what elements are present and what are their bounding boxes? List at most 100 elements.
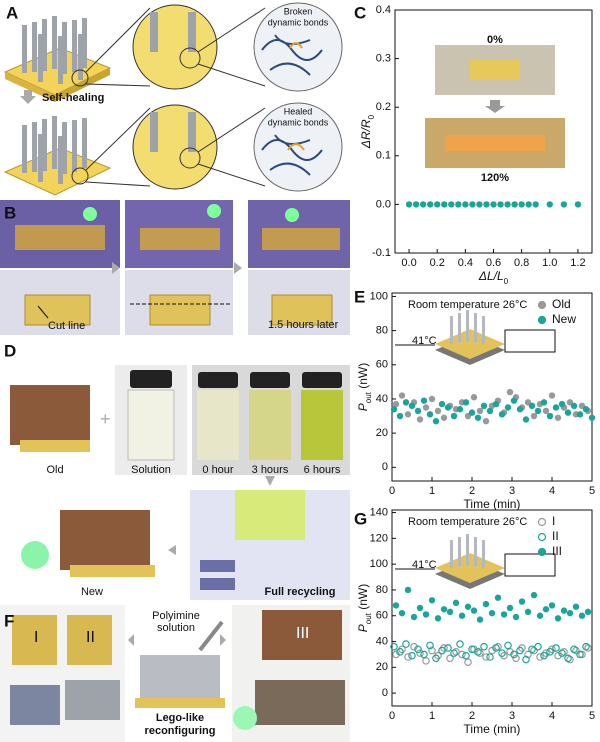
point	[398, 609, 406, 617]
point	[428, 395, 436, 403]
axis-label-sub: 0	[504, 277, 509, 286]
y-tick-label: 20	[376, 661, 388, 673]
panel-label: D	[4, 341, 16, 360]
step-label: Self-healing	[42, 92, 104, 104]
x-tick-label: 1.0	[542, 257, 557, 269]
unit-label: III	[296, 625, 309, 642]
point	[560, 607, 568, 614]
axis-label: ΔL/L0	[478, 269, 509, 285]
point	[486, 653, 494, 661]
legend-label: Old	[552, 297, 571, 311]
point	[422, 657, 430, 665]
x-tick-label: 4	[549, 710, 555, 722]
axis-label-text: P	[356, 403, 370, 411]
point	[404, 586, 412, 594]
legend-label: New	[552, 312, 576, 326]
inset-label: dynamic bonds	[268, 17, 329, 27]
point	[510, 650, 518, 659]
y-tick-label: 20	[376, 427, 388, 439]
point	[572, 603, 580, 610]
inset-label: dynamic bonds	[268, 117, 329, 127]
point	[512, 654, 520, 663]
photo-label: 3 hours	[252, 464, 289, 476]
point	[455, 201, 462, 208]
legend-marker	[537, 517, 547, 527]
photo-label: Full recycling	[265, 586, 336, 598]
y-tick-label: 0	[382, 461, 388, 473]
point	[398, 392, 406, 399]
point	[511, 201, 518, 208]
point	[522, 655, 530, 664]
y-tick-label: 0.4	[376, 4, 391, 16]
point	[456, 640, 464, 648]
legend-label: III	[552, 544, 562, 558]
y-tick-label: 0.3	[376, 53, 391, 65]
axis-label-text: ΔL/L	[478, 269, 504, 283]
inset-label: Broken	[284, 6, 313, 16]
point	[468, 645, 476, 654]
annotation: 41°C	[412, 559, 437, 571]
point	[474, 648, 482, 656]
y-tick-label: 0.1	[376, 150, 391, 162]
point	[464, 658, 472, 666]
x-tick-label: 2	[469, 485, 475, 497]
point	[564, 409, 572, 416]
legend-marker	[537, 532, 547, 542]
point	[414, 645, 422, 654]
panel-d-photos: +	[10, 365, 350, 600]
point	[404, 411, 412, 418]
x-tick-label: 3	[509, 710, 515, 722]
point	[416, 416, 424, 423]
point	[488, 609, 496, 617]
point	[412, 201, 420, 208]
point	[446, 608, 454, 616]
panel-f-photos	[0, 605, 350, 742]
x-tick-label: 2	[469, 710, 475, 722]
point	[588, 414, 596, 421]
legend-label: II	[552, 529, 559, 543]
axis-label-sub: out	[364, 612, 373, 624]
point	[450, 649, 458, 657]
x-tick-label: 3	[509, 485, 515, 497]
point	[462, 201, 469, 208]
point	[528, 645, 536, 654]
point	[444, 404, 452, 411]
point	[426, 411, 434, 418]
point	[464, 603, 472, 610]
point	[554, 414, 562, 421]
panel-b-photos	[0, 200, 350, 335]
point	[458, 650, 466, 659]
svg-text:+: +	[100, 409, 111, 429]
point	[420, 650, 428, 659]
y-tick-label: 0.0	[376, 198, 391, 210]
point	[504, 404, 512, 411]
point	[448, 201, 455, 208]
point	[426, 201, 434, 208]
axis-label-sub: out	[364, 391, 373, 403]
point	[392, 400, 400, 408]
point	[480, 642, 488, 651]
point	[440, 606, 448, 613]
legend-label: I	[552, 514, 555, 528]
point	[482, 600, 490, 608]
point	[402, 399, 410, 406]
point	[434, 407, 442, 415]
panel-label: A	[6, 3, 18, 22]
point	[548, 392, 556, 399]
plot-frame	[391, 292, 593, 482]
point	[546, 201, 553, 208]
point	[426, 641, 434, 650]
y-tick-label: 60	[376, 359, 388, 371]
point	[542, 606, 550, 613]
point	[470, 394, 478, 401]
axis-label-text: P	[356, 624, 370, 632]
point	[506, 604, 514, 612]
point	[530, 591, 538, 599]
point	[396, 648, 404, 656]
point	[570, 402, 578, 409]
point	[422, 611, 430, 618]
axis-label-text: Time (min)	[464, 497, 521, 511]
point	[396, 412, 404, 420]
y-tick-label: 0.2	[376, 101, 391, 113]
